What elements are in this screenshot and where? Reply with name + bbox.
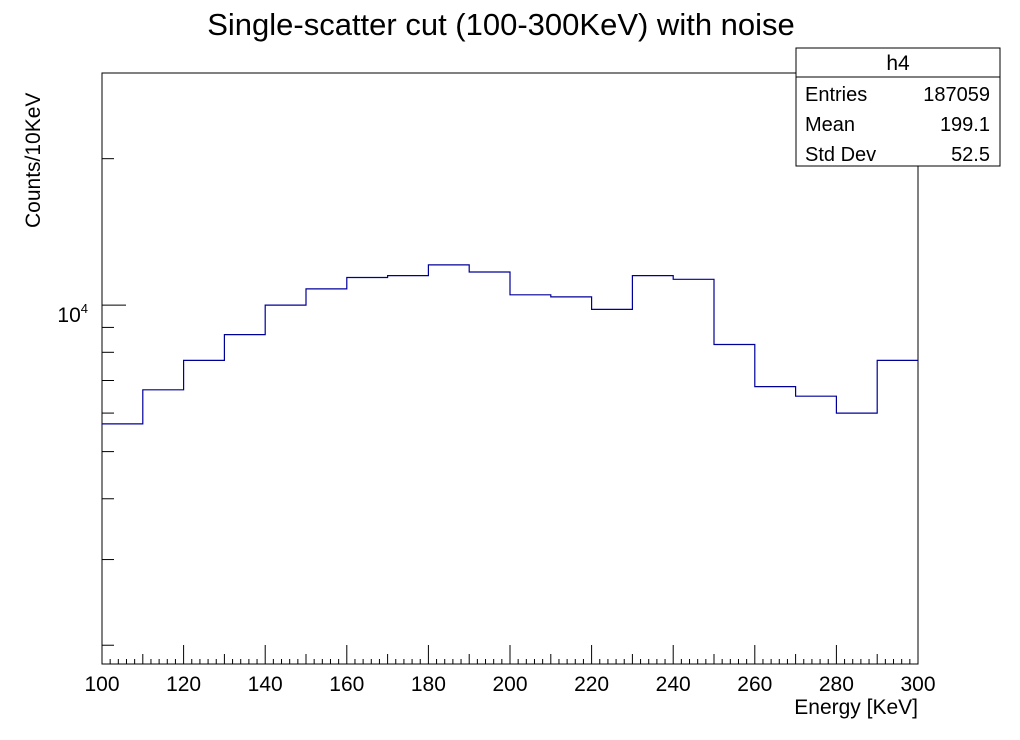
- x-axis-label: Energy [KeV]: [794, 696, 918, 719]
- y-axis-ticks: [102, 72, 126, 646]
- stats-stddev-label: Std Dev: [805, 144, 876, 166]
- x-tick-label: 120: [166, 673, 201, 696]
- histogram-series-h4: [102, 264, 918, 425]
- x-tick-label: 180: [411, 673, 446, 696]
- y-tick-label-exponent: 4: [81, 301, 88, 316]
- x-axis-tick-labels: 100 120 140 160 180 200 220 240 260 280 300: [84, 673, 935, 696]
- x-tick-label: 260: [737, 673, 772, 696]
- x-tick-label: 160: [329, 673, 364, 696]
- x-tick-label: 140: [248, 673, 283, 696]
- y-axis-label: Counts/10KeV: [22, 93, 45, 228]
- stats-entries-label: Entries: [805, 84, 867, 106]
- stats-entries-value: 187059: [923, 84, 990, 106]
- x-tick-label: 240: [656, 673, 691, 696]
- x-tick-label: 220: [574, 673, 609, 696]
- stats-mean-value: 199.1: [940, 114, 990, 136]
- stats-stddev-value: 52.5: [951, 144, 990, 166]
- stats-box-title: h4: [886, 52, 910, 75]
- chart-title: Single-scatter cut (100-300KeV) with noi…: [207, 7, 795, 42]
- stats-box-frame: [795, 47, 1001, 167]
- x-tick-label: 100: [84, 673, 119, 696]
- stats-mean-label: Mean: [805, 114, 855, 136]
- x-axis-ticks: [101, 645, 919, 664]
- y-tick-label-1e4: 104: [57, 301, 88, 327]
- stats-box: h4 Entries 187059 Mean 199.1 Std Dev 52.…: [795, 47, 1001, 167]
- x-tick-label: 280: [819, 673, 854, 696]
- x-tick-label: 300: [900, 673, 935, 696]
- x-tick-label: 200: [492, 673, 527, 696]
- y-tick-label-base: 10: [57, 304, 80, 327]
